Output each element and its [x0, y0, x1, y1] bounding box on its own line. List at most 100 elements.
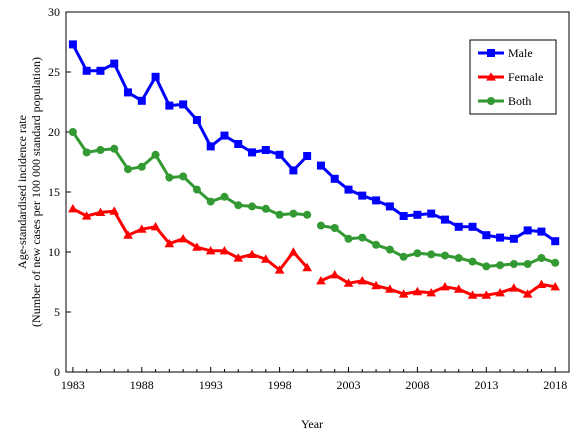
series-line-both	[320, 224, 556, 268]
data-point-male	[440, 215, 449, 224]
data-point-both	[372, 240, 381, 249]
data-point-both	[496, 261, 505, 270]
data-point-male	[551, 237, 560, 246]
data-point-male	[248, 148, 257, 157]
x-tick-label: 2013	[474, 378, 498, 392]
data-point-male	[151, 72, 160, 81]
data-point-female	[412, 286, 423, 296]
data-point-both	[261, 204, 270, 213]
data-point-female	[495, 288, 505, 297]
data-point-male	[316, 161, 325, 170]
data-point-male	[110, 59, 119, 68]
data-point-both	[468, 257, 477, 266]
data-point-male	[454, 222, 463, 231]
y-axis-label-line-2: (Number of new cases per 100 000 standar…	[29, 57, 43, 327]
data-point-female	[192, 242, 202, 251]
data-point-both	[316, 221, 325, 230]
series-line-female	[72, 207, 309, 272]
data-point-female	[467, 290, 478, 299]
data-point-both	[275, 210, 284, 219]
data-point-female	[522, 289, 533, 298]
legend-item-both: Both	[478, 94, 531, 108]
data-point-both	[537, 254, 546, 262]
x-tick-label: 2003	[337, 378, 361, 392]
x-tick-label: 1983	[61, 378, 85, 392]
x-axis-label: Year	[301, 417, 323, 431]
data-point-female	[219, 246, 230, 255]
data-point-both	[234, 201, 243, 210]
data-point-both	[413, 249, 422, 258]
data-point-both	[248, 202, 257, 211]
data-point-both	[96, 146, 105, 154]
data-point-both	[427, 250, 436, 259]
data-point-both	[482, 262, 491, 271]
data-point-female	[550, 282, 561, 291]
legend-label-both: Both	[508, 94, 531, 108]
legend: Male Female Both	[469, 39, 557, 115]
data-point-male	[385, 202, 394, 211]
data-point-male	[427, 209, 436, 218]
data-point-both	[206, 197, 215, 206]
data-point-female	[453, 284, 464, 293]
data-point-both	[509, 260, 518, 268]
data-point-male	[137, 96, 146, 105]
data-point-female	[329, 270, 340, 279]
data-point-both	[137, 162, 146, 171]
data-point-female	[123, 230, 133, 239]
data-point-both	[151, 150, 160, 159]
data-point-female	[109, 206, 120, 215]
data-point-both	[220, 192, 229, 201]
series-line-both	[71, 131, 308, 217]
data-point-female	[509, 283, 519, 292]
series-female	[68, 204, 561, 299]
legend-label-female: Female	[508, 70, 543, 84]
y-tick-label: 20	[48, 125, 60, 139]
data-point-female	[288, 247, 299, 256]
data-point-male	[179, 100, 188, 109]
legend-marker-both	[487, 97, 495, 105]
y-tick-label: 0	[54, 365, 60, 379]
y-tick-label: 25	[48, 65, 60, 79]
x-tick-label: 2018	[543, 378, 567, 392]
series-layer	[68, 40, 561, 299]
y-tick-label: 15	[48, 185, 60, 199]
data-point-both	[330, 224, 339, 232]
data-point-male	[482, 231, 491, 240]
data-point-male	[509, 234, 518, 243]
data-point-female	[205, 246, 216, 255]
data-point-male	[96, 66, 105, 75]
data-point-male	[537, 227, 546, 236]
legend-marker-male	[487, 49, 495, 57]
data-point-female	[398, 289, 409, 298]
series-both	[68, 128, 560, 271]
data-point-both	[192, 185, 201, 194]
series-line-male	[71, 43, 309, 172]
y-tick-label: 5	[54, 305, 60, 319]
axes: 0 5 10 15 20 25 30 1983 1988 1993 1998 2003 2008 2013…	[48, 5, 570, 392]
data-point-both	[358, 233, 367, 242]
data-point-female	[81, 211, 92, 220]
data-point-both	[124, 165, 133, 174]
data-point-both	[179, 172, 188, 181]
data-point-male	[192, 116, 201, 124]
data-point-female	[95, 207, 106, 216]
data-point-male	[289, 166, 298, 175]
data-point-female	[164, 238, 175, 248]
data-point-female	[233, 253, 244, 262]
data-point-female	[136, 224, 147, 233]
data-point-female	[357, 276, 368, 285]
data-point-both	[385, 245, 394, 254]
data-point-female	[385, 284, 395, 293]
y-axis-label: Age-standardised incidence rate (Number …	[15, 57, 43, 327]
series-line-female	[320, 273, 556, 297]
legend-item-female: Female	[478, 70, 543, 84]
data-point-male	[399, 212, 408, 220]
data-point-both	[344, 234, 353, 243]
legend-marker-female	[486, 72, 496, 81]
data-point-male	[206, 142, 215, 151]
x-tick-label: 1988	[130, 378, 154, 392]
data-point-female	[150, 222, 161, 231]
data-point-male	[496, 233, 505, 242]
data-point-both	[110, 144, 119, 153]
